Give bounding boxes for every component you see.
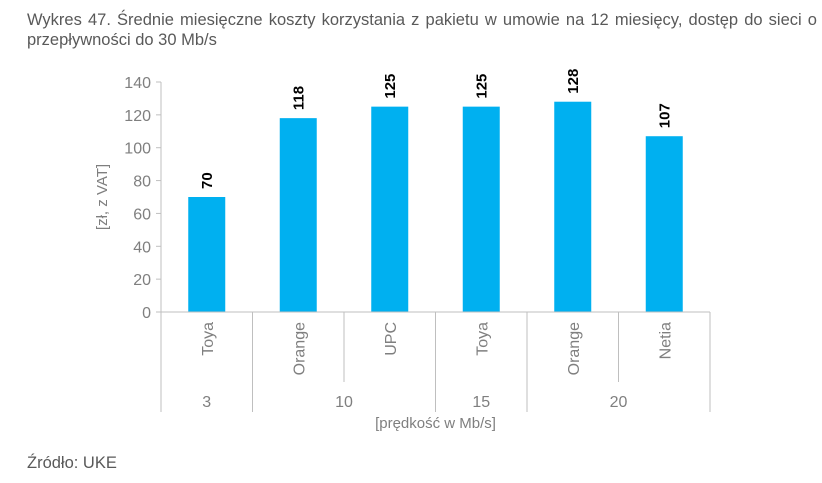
y-tick-label: 100: [124, 141, 151, 158]
data-label: 70: [199, 172, 216, 189]
source-note: Źródło: UKE: [27, 454, 117, 472]
category-label: Toya: [200, 322, 217, 356]
y-tick-label: 80: [133, 174, 151, 191]
y-axis-title: [zł, z VAT]: [94, 164, 111, 230]
y-tick-label: 140: [124, 75, 151, 92]
bar: [371, 106, 409, 313]
category-label: Netia: [657, 322, 674, 359]
group-label: 10: [335, 394, 353, 411]
group-label: 15: [472, 394, 490, 411]
bar: [188, 197, 226, 312]
bar: [279, 118, 317, 313]
y-tick-label: 20: [133, 272, 151, 289]
bar: [462, 106, 500, 313]
group-label: 3: [202, 394, 211, 411]
category-label: Orange: [566, 322, 583, 375]
y-tick-label: 60: [133, 206, 151, 223]
data-label: 118: [290, 86, 307, 110]
category-label: Toya: [474, 322, 491, 356]
category-label: UPC: [383, 322, 400, 356]
y-tick-label: 120: [124, 108, 151, 125]
x-axis-title: [prędkość w Mb/s]: [375, 415, 496, 432]
bar: [554, 101, 592, 312]
category-label: Orange: [291, 322, 308, 375]
y-tick-label: 0: [142, 305, 151, 322]
data-label: 107: [656, 103, 673, 128]
bar: [645, 136, 683, 312]
data-label: 125: [382, 74, 399, 99]
chart-title: Wykres 47. Średnie miesięczne koszty kor…: [27, 11, 817, 49]
group-label: 20: [610, 394, 628, 411]
y-tick-label: 40: [133, 239, 151, 256]
data-label: 125: [473, 74, 490, 99]
data-label: 128: [565, 69, 582, 94]
